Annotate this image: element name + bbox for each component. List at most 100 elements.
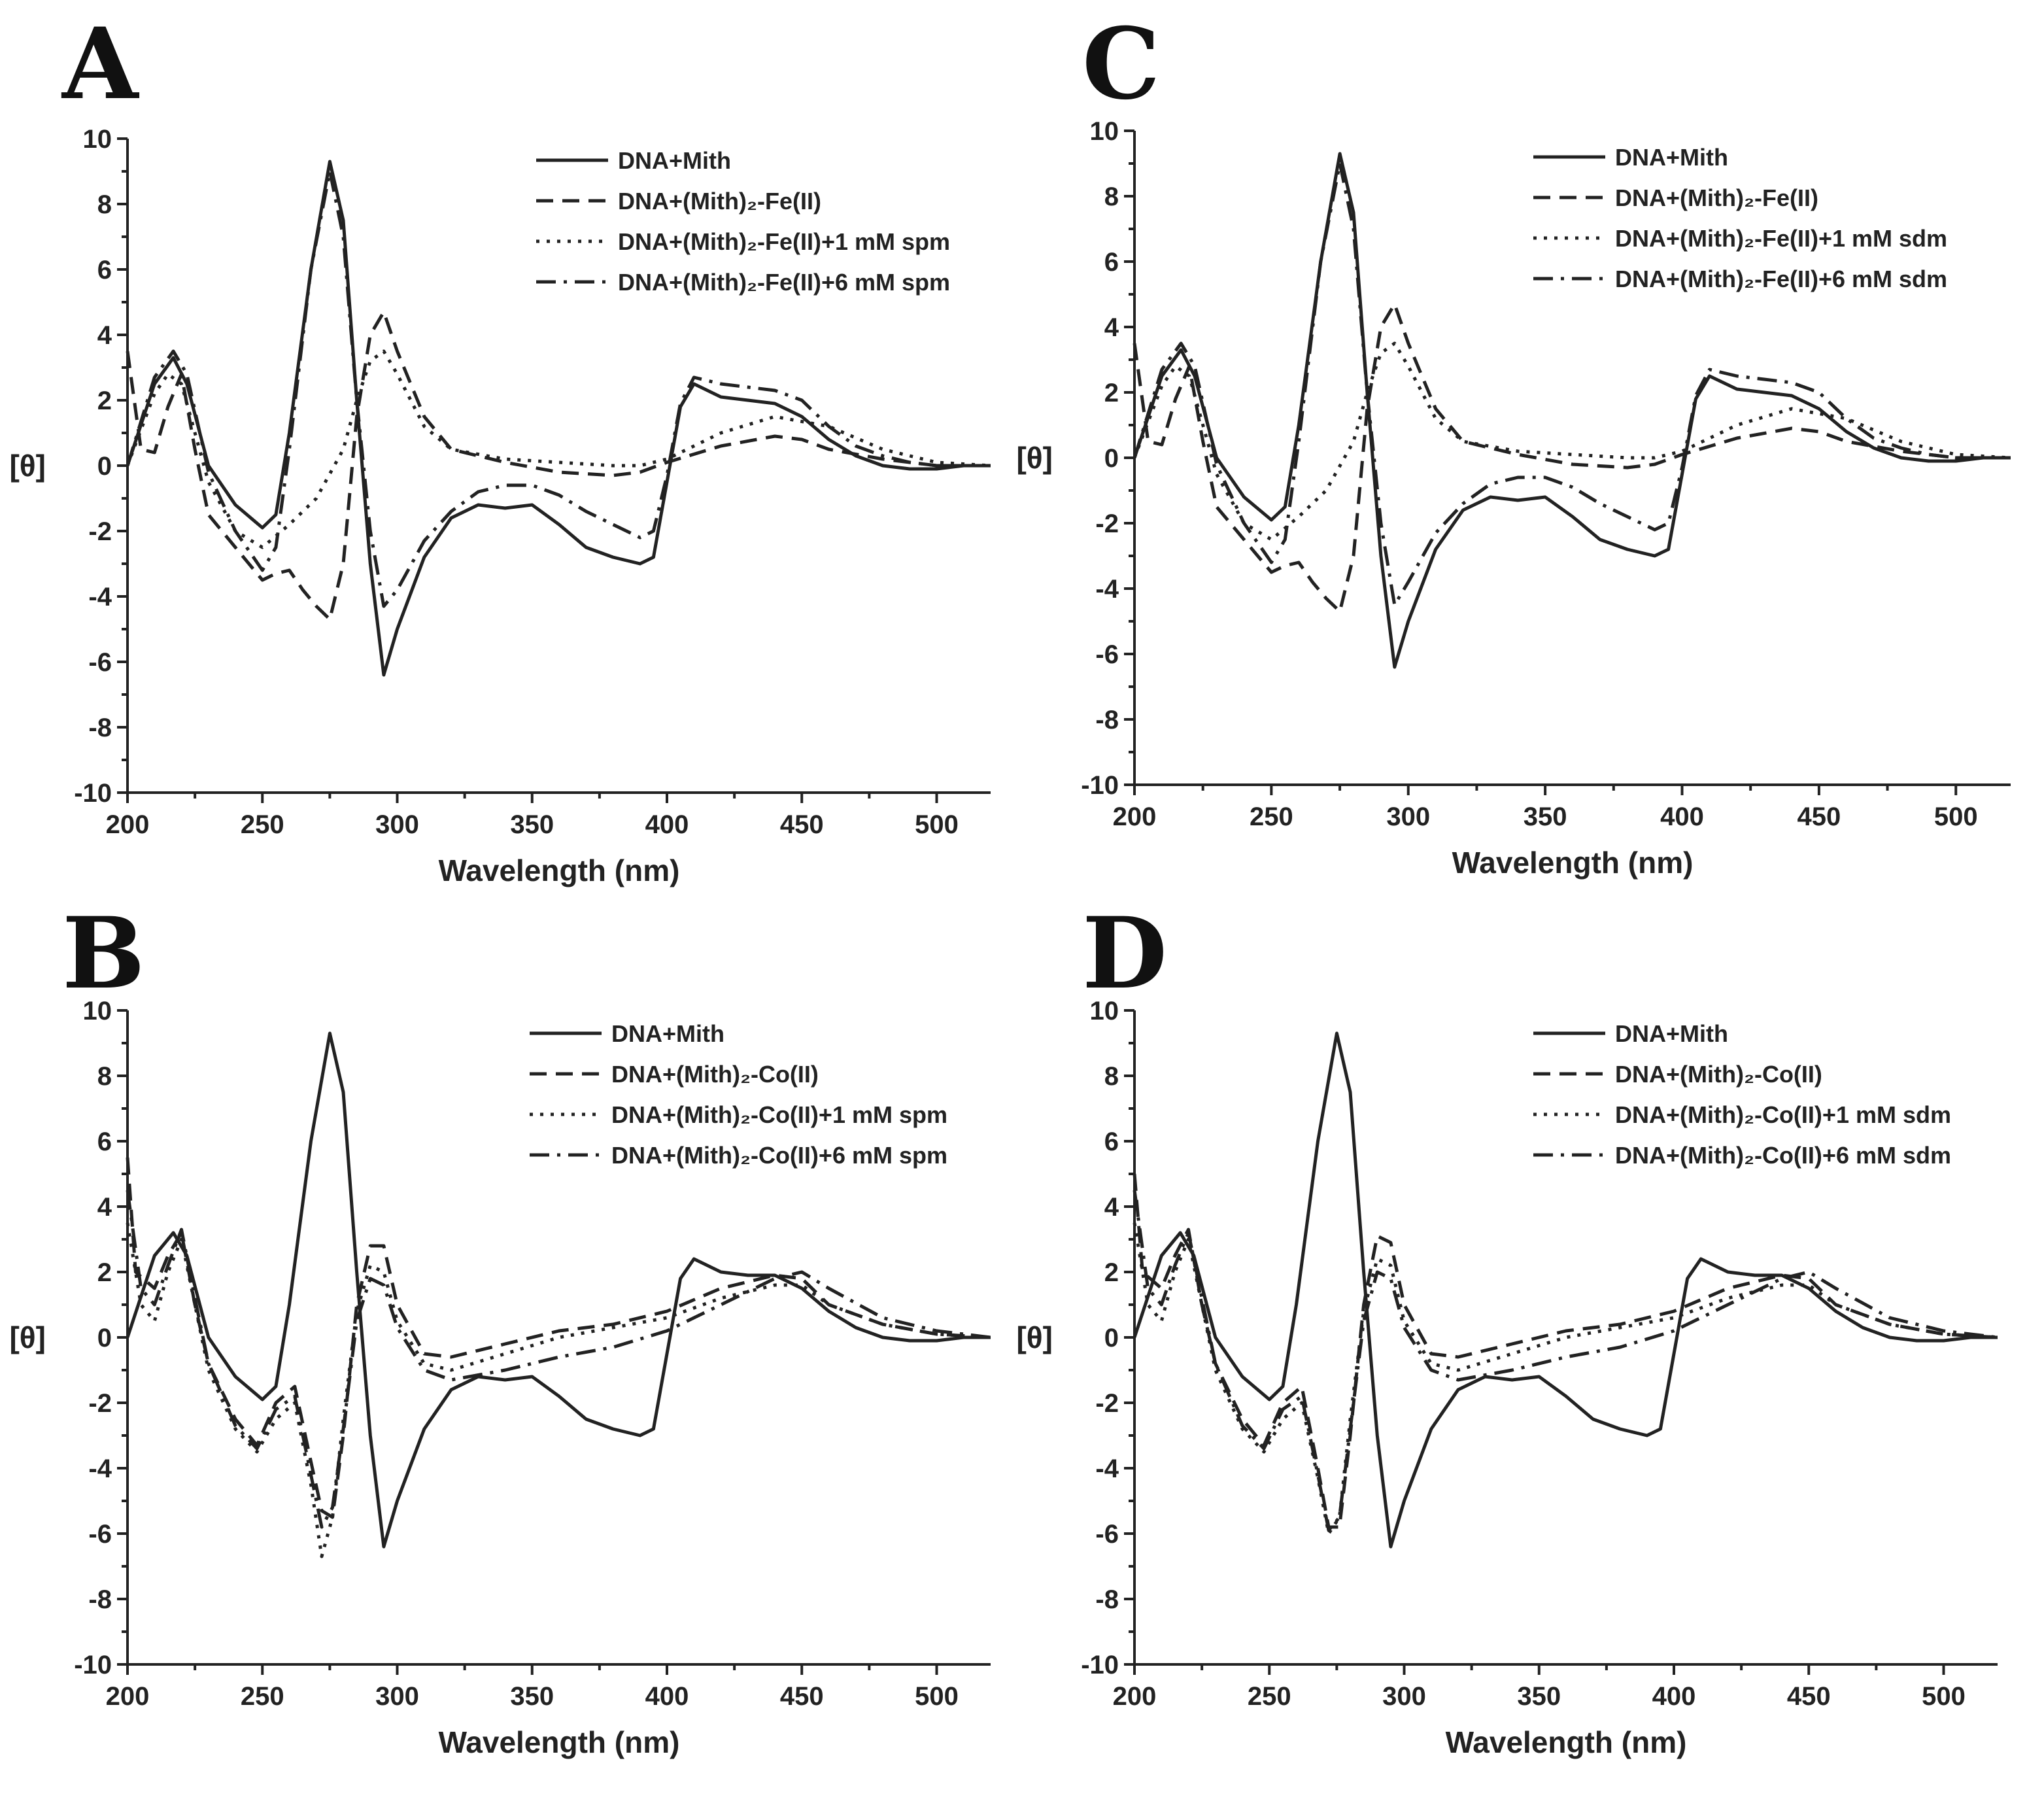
x-tick-label: 500 (915, 810, 959, 839)
x-tick-label: 500 (915, 1682, 959, 1711)
y-axis-title: [θ] (1016, 441, 1053, 475)
x-tick-label: 450 (1797, 802, 1841, 831)
legend-entry: DNA+Mith (1615, 144, 1728, 171)
x-tick-label: 300 (375, 810, 419, 839)
y-tick-label: -2 (1095, 1389, 1119, 1418)
y-tick-label: -10 (1081, 1651, 1119, 1679)
y-axis-title: [θ] (9, 449, 46, 483)
series-line-4 (1133, 162, 2011, 607)
y-tick-label: -2 (88, 1389, 112, 1418)
y-tick-label: 0 (1104, 444, 1119, 473)
legend-entry: DNA+(Mith)₂-Co(II)+1 mM sdm (1615, 1101, 1951, 1128)
x-tick-label: 450 (1787, 1682, 1831, 1711)
x-tick-label: 300 (1382, 1682, 1426, 1711)
legend-entry: DNA+(Mith)₂-Fe(II)+1 mM sdm (1615, 225, 1947, 252)
x-tick-label: 500 (1934, 802, 1978, 831)
y-tick-label: -10 (1081, 771, 1119, 800)
y-tick-label: -10 (74, 1651, 112, 1679)
x-tick-label: 300 (375, 1682, 419, 1711)
y-tick-label: -8 (88, 1585, 112, 1614)
x-tick-label: 350 (510, 1682, 554, 1711)
y-tick-label: -8 (1095, 706, 1119, 734)
y-tick-label: -6 (88, 648, 112, 677)
y-tick-label: 10 (1090, 117, 1119, 146)
y-tick-label: -4 (88, 583, 112, 611)
legend-entry: DNA+(Mith)₂-Fe(II)+1 mM spm (618, 228, 950, 255)
x-tick-label: 400 (1660, 802, 1704, 831)
legend-entry: DNA+(Mith)₂-Co(II)+6 mM sdm (1615, 1142, 1951, 1169)
x-axis-title: Wavelength (nm) (1446, 1725, 1687, 1759)
y-tick-label: 6 (1104, 248, 1119, 277)
y-tick-label: 4 (97, 1193, 112, 1222)
legend-entry: DNA+(Mith)₂-Co(II)+6 mM spm (611, 1142, 947, 1169)
y-tick-label: 6 (1104, 1127, 1119, 1156)
y-tick-label: 6 (97, 1127, 112, 1156)
panel-letter: B (62, 896, 145, 1011)
legend-entry: DNA+(Mith)₂-Co(II) (611, 1061, 819, 1088)
y-tick-label: 2 (97, 1258, 112, 1287)
legend-entry: DNA+Mith (611, 1020, 724, 1047)
y-tick-label: 10 (83, 997, 112, 1025)
legend-entry: DNA+(Mith)₂-Fe(II)+6 mM sdm (1615, 266, 1947, 292)
x-tick-label: 350 (1517, 1682, 1561, 1711)
y-tick-label: 4 (1104, 1193, 1119, 1222)
x-tick-label: 200 (1113, 802, 1157, 831)
y-tick-label: 8 (97, 190, 112, 219)
series-line-3 (1133, 1222, 1998, 1536)
y-tick-label: -6 (88, 1520, 112, 1549)
y-tick-label: 0 (1104, 1324, 1119, 1352)
x-tick-label: 200 (106, 1682, 150, 1711)
y-tick-label: -2 (1095, 509, 1119, 538)
x-tick-label: 200 (106, 810, 150, 839)
x-tick-label: 450 (780, 1682, 824, 1711)
series-line-1 (1133, 1031, 1998, 1549)
panel-letter: C (1082, 7, 1160, 122)
chart-panel-b: B 200 250 300 350 400 450 500 -10 -8 -6 -4 -2 0 2 4 6 8 10… (9, 896, 991, 1759)
x-tick-label: 200 (1113, 1682, 1157, 1711)
x-tick-label: 400 (645, 810, 689, 839)
x-tick-label: 350 (510, 810, 554, 839)
series-line-2 (1133, 302, 2011, 613)
y-tick-label: -4 (1095, 575, 1119, 604)
y-tick-label: 10 (83, 125, 112, 154)
x-tick-label: 300 (1386, 802, 1430, 831)
y-axis-title: [θ] (1016, 1320, 1053, 1354)
y-tick-label: -8 (88, 713, 112, 742)
y-tick-label: -2 (88, 517, 112, 546)
legend-entry: DNA+(Mith)₂-Co(II)+1 mM spm (611, 1101, 947, 1128)
series-line-1 (126, 160, 991, 677)
panel-letter: D (1082, 896, 1167, 1011)
legend: DNA+Mith DNA+(Mith)₂-Fe(II) DNA+(Mith)₂-Fe… (1533, 144, 1947, 292)
series-line-2 (126, 1157, 991, 1519)
series-line-1 (1133, 152, 2011, 669)
series-line-4 (126, 169, 991, 608)
y-tick-label: 4 (97, 321, 112, 350)
x-tick-label: 250 (241, 810, 284, 839)
y-tick-label: -10 (74, 779, 112, 808)
y-axis-title: [θ] (9, 1320, 46, 1354)
x-tick-label: 350 (1524, 802, 1567, 831)
y-tick-label: -6 (1095, 1520, 1119, 1549)
x-tick-label: 400 (645, 1682, 689, 1711)
legend-entry: DNA+(Mith)₂-Co(II) (1615, 1061, 1822, 1088)
panel-letter: A (61, 7, 140, 122)
y-tick-label: 6 (97, 256, 112, 284)
x-axis-title: Wavelength (nm) (1452, 846, 1694, 880)
y-tick-label: 0 (97, 1324, 112, 1352)
y-tick-label: 2 (1104, 1258, 1119, 1287)
y-tick-label: -4 (88, 1454, 112, 1483)
legend-entry: DNA+(Mith)₂-Fe(II)+6 mM spm (618, 269, 950, 296)
series-line-4 (1133, 1190, 1998, 1532)
y-tick-label: 10 (1090, 997, 1119, 1025)
x-tick-label: 250 (241, 1682, 284, 1711)
legend-entry: DNA+Mith (1615, 1020, 1728, 1047)
y-tick-label: 8 (1104, 182, 1119, 211)
legend-entry: DNA+(Mith)₂-Fe(II) (618, 188, 821, 215)
y-tick-label: 2 (97, 387, 112, 415)
series-line-1 (126, 1031, 991, 1549)
x-tick-label: 250 (1250, 802, 1293, 831)
legend-entry: DNA+(Mith)₂-Fe(II) (1615, 184, 1818, 211)
x-tick-label: 400 (1652, 1682, 1696, 1711)
chart-panel-d: D 200 250 300 350 400 450 500 -10 -8 -6 -4 -2 0 2 4 6 8 10… (1016, 896, 1998, 1759)
